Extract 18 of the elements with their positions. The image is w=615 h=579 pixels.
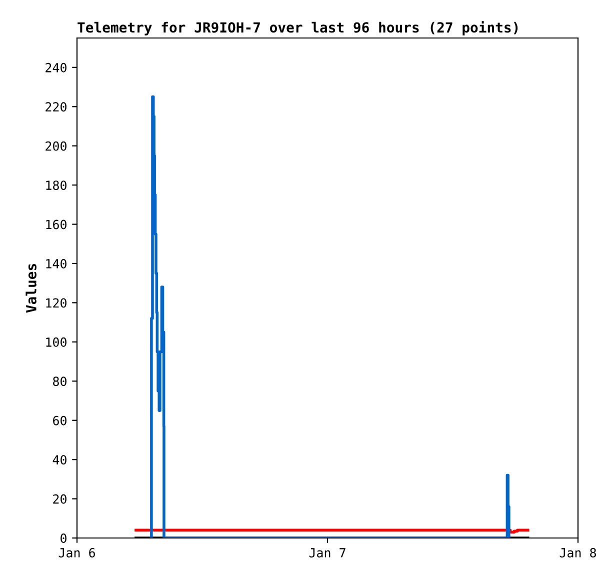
y-tick-label: 20 bbox=[53, 494, 66, 504]
y-tick-label: 160 bbox=[46, 220, 66, 230]
y-tick-label: 40 bbox=[52, 455, 66, 465]
y-tick-label: 0 bbox=[60, 534, 66, 543]
y-tick-label: 80 bbox=[53, 376, 66, 386]
x-tick-label: Jan 8 bbox=[560, 548, 596, 558]
y-tick-label: 140 bbox=[46, 258, 66, 268]
y-tick-label: 220 bbox=[46, 102, 66, 112]
y-axis-title: Values bbox=[26, 264, 36, 313]
x-tick-label: Jan 6 bbox=[58, 548, 96, 558]
chart-title: Telemetry for JR9IOH-7 over last 96 hours (27 points) bbox=[78, 21, 518, 36]
y-tick-label: 240 bbox=[46, 62, 66, 72]
y-tick-label: 120 bbox=[46, 298, 66, 308]
y-tick-label: 60 bbox=[53, 416, 66, 426]
x-tick-label: Jan 7 bbox=[309, 548, 346, 558]
y-tick-label: 200 bbox=[46, 141, 66, 151]
y-tick-label: 100 bbox=[46, 337, 66, 347]
y-tick-label: 180 bbox=[46, 180, 66, 190]
